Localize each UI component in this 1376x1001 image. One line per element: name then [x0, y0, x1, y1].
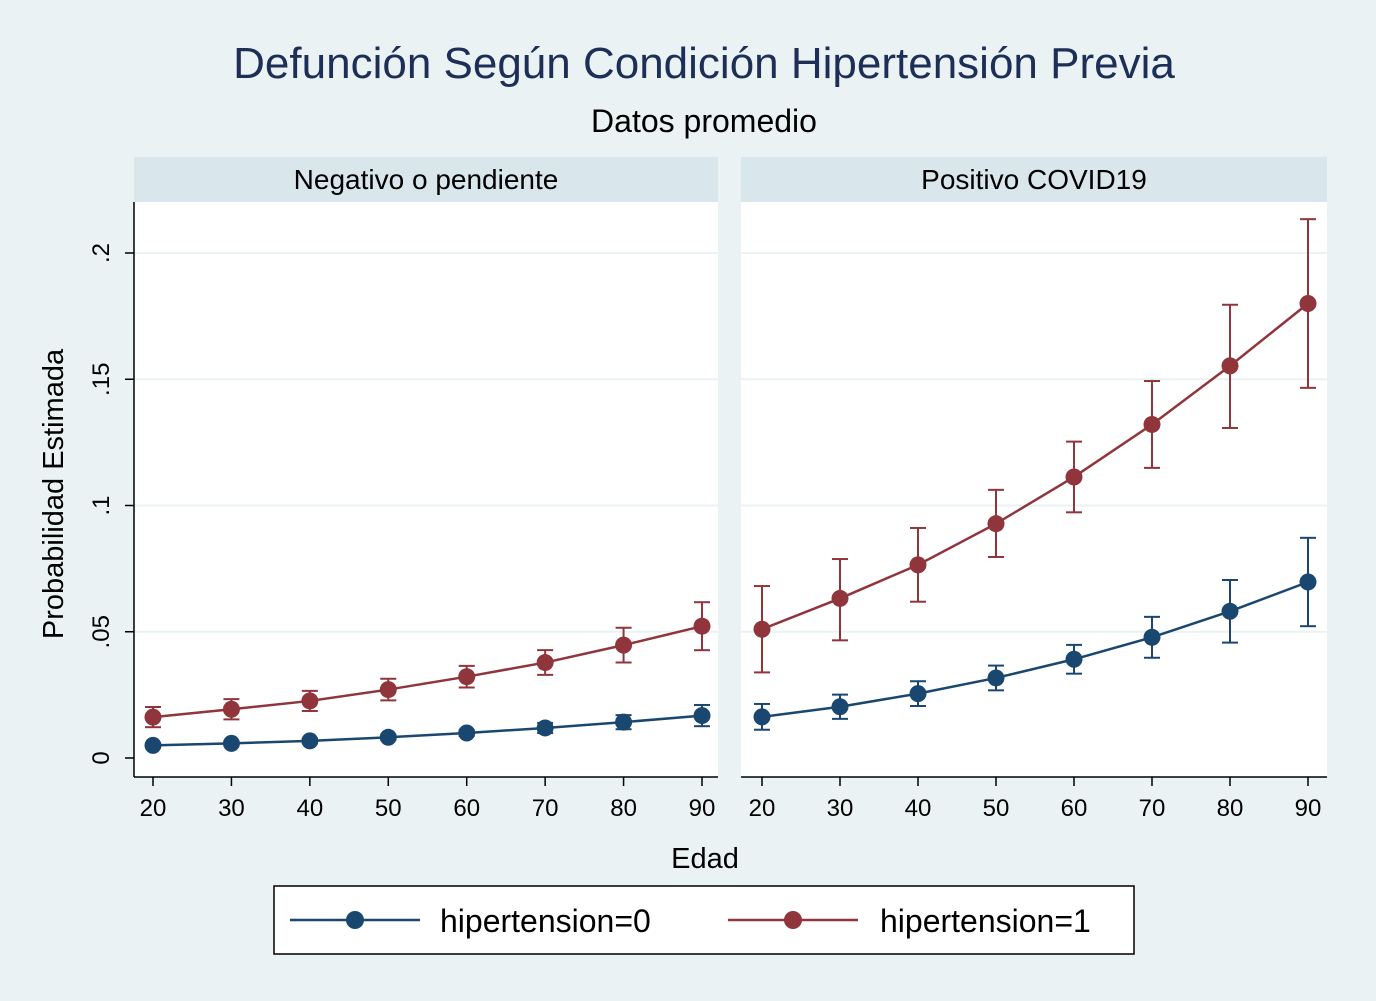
panel-header-strip	[741, 157, 1327, 202]
x-tick-label: 90	[689, 795, 716, 822]
data-point	[1065, 468, 1083, 486]
data-point	[536, 719, 554, 737]
x-tick-label: 30	[218, 795, 245, 822]
series-hipertension-1	[753, 218, 1317, 674]
data-point	[753, 708, 771, 726]
y-tick-label: .2	[88, 243, 115, 263]
plot-area	[741, 202, 1327, 777]
legend-marker-hipertension-0	[346, 911, 364, 929]
series-line	[761, 580, 1309, 719]
data-point	[1299, 573, 1317, 591]
x-tick-label: 60	[1061, 795, 1088, 822]
y-axis-label: Probabilidad Estimada	[38, 348, 70, 639]
x-tick-label: 50	[375, 795, 402, 822]
x-tick-label: 20	[749, 795, 776, 822]
series-line	[152, 624, 703, 719]
data-point	[1143, 415, 1161, 433]
data-point	[1143, 628, 1161, 646]
data-point	[693, 707, 711, 725]
data-point	[753, 620, 771, 638]
y-tick-label: .05	[88, 615, 115, 648]
plot-area	[134, 202, 718, 777]
data-point	[536, 654, 554, 672]
data-point	[987, 515, 1005, 533]
data-point	[909, 556, 927, 574]
data-point	[987, 669, 1005, 687]
data-point	[379, 728, 397, 746]
x-tick-label: 80	[610, 795, 637, 822]
x-tick-label: 20	[140, 795, 167, 822]
data-point	[1221, 357, 1239, 375]
data-point	[831, 698, 849, 716]
x-axis-label: Edad	[671, 843, 739, 875]
data-point	[1221, 602, 1239, 620]
data-point	[693, 617, 711, 635]
legend-label-hipertension-0: hipertension=0	[440, 903, 651, 939]
chart-title: Defunción Según Condición Hipertensión P…	[233, 39, 1175, 88]
panel-title: Positivo COVID19	[921, 164, 1147, 195]
panels: Negativo o pendiente 20 30 40 50 60 70 80 90 0 .05…	[88, 157, 1327, 822]
data-point	[144, 708, 162, 726]
chart-subtitle: Datos promedio	[591, 103, 817, 139]
series-line	[152, 714, 703, 747]
y-tick-label: 0	[88, 751, 115, 764]
x-tick-label: 90	[1295, 795, 1322, 822]
x-tick-label: 30	[827, 795, 854, 822]
series-hipertension-0	[753, 536, 1317, 731]
panel-1: Negativo o pendiente 20 30 40 50 60 70 80 90 0 .05…	[88, 157, 718, 822]
legend-label-hipertension-1: hipertension=1	[880, 903, 1091, 939]
data-point	[379, 681, 397, 699]
x-tick-label: 80	[1217, 795, 1244, 822]
x-tick-label: 40	[297, 795, 324, 822]
x-tick-label: 70	[1139, 795, 1166, 822]
data-point	[222, 700, 240, 718]
data-point	[222, 734, 240, 752]
y-tick-label: .1	[88, 495, 115, 515]
data-point	[301, 732, 319, 750]
data-point	[615, 636, 633, 654]
data-point	[301, 692, 319, 710]
x-tick-label: 40	[905, 795, 932, 822]
series-line	[761, 302, 1309, 631]
data-point	[831, 589, 849, 607]
data-point	[1065, 650, 1083, 668]
data-point	[458, 724, 476, 742]
x-tick-label: 70	[532, 795, 559, 822]
data-point	[458, 668, 476, 686]
data-point	[615, 713, 633, 731]
y-tick-label: .15	[88, 363, 115, 396]
panel-title: Negativo o pendiente	[294, 164, 559, 195]
data-point	[144, 736, 162, 754]
panel-header-strip	[134, 157, 718, 202]
panel-2: Positivo COVID19 20 30 40 50 60 70 80 90	[741, 157, 1327, 822]
series-hipertension-1	[144, 601, 711, 729]
x-tick-label: 50	[983, 795, 1010, 822]
series-hipertension-0	[144, 703, 711, 754]
legend-marker-hipertension-1	[784, 911, 802, 929]
x-tick-label: 60	[453, 795, 480, 822]
data-point	[1299, 295, 1317, 312]
legend: hipertension=0 hipertension=1	[273, 885, 1135, 955]
data-point	[909, 685, 927, 703]
